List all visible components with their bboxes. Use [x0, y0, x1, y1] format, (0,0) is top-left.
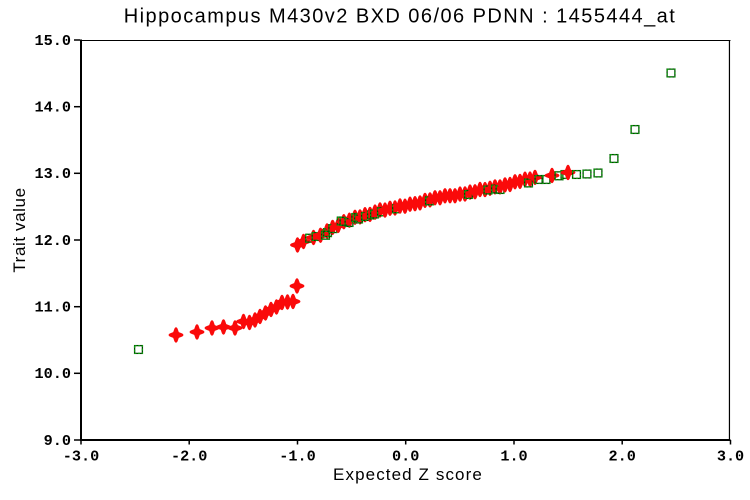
svg-text:15.0: 15.0 — [35, 32, 71, 50]
svg-text:-1.0: -1.0 — [279, 448, 315, 466]
svg-text:0.0: 0.0 — [392, 448, 419, 466]
svg-text:Hippocampus M430v2 BXD 06/06 P: Hippocampus M430v2 BXD 06/06 PDNN : 1455… — [124, 6, 677, 28]
svg-text:1.0: 1.0 — [500, 448, 527, 466]
svg-text:Expected Z score: Expected Z score — [333, 465, 483, 484]
svg-text:3.0: 3.0 — [717, 448, 744, 466]
svg-text:10.0: 10.0 — [35, 365, 71, 383]
svg-text:Trait value: Trait value — [10, 187, 29, 272]
svg-text:9.0: 9.0 — [44, 432, 71, 450]
svg-text:-2.0: -2.0 — [171, 448, 207, 466]
svg-text:11.0: 11.0 — [35, 299, 71, 317]
svg-text:2.0: 2.0 — [609, 448, 636, 466]
svg-text:14.0: 14.0 — [35, 99, 71, 117]
svg-text:12.0: 12.0 — [35, 232, 71, 250]
svg-text:13.0: 13.0 — [35, 165, 71, 183]
svg-text:-3.0: -3.0 — [63, 448, 99, 466]
